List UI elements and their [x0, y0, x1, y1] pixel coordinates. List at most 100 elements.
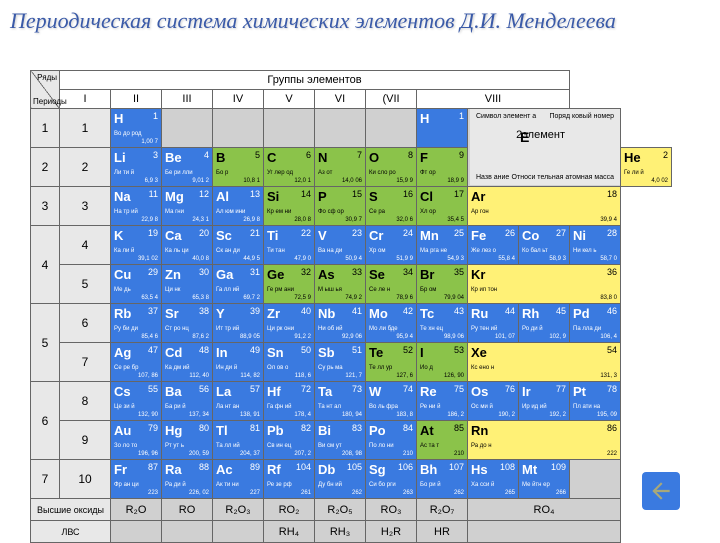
oxide: RO₃: [366, 499, 417, 521]
element-cell: Cs55Це зи й132, 90: [111, 382, 162, 421]
element-cell: Ga31Га лл ий69,7 2: [213, 265, 264, 304]
element-cell: Ni28Ни кел ь58,7 0: [570, 226, 621, 265]
element-cell: Pb82Св ин ец207, 2: [264, 421, 315, 460]
element-cell: As33М ыш ья74,9 2: [315, 265, 366, 304]
element-cell: Zr40Ци рк они91,2 2: [264, 304, 315, 343]
element-cell: Co27Ко бал ьт58,9 3: [519, 226, 570, 265]
element-cell: Rf104Ре зе рф261: [264, 460, 315, 499]
group-header: V: [264, 90, 315, 109]
period-num: 3: [31, 187, 60, 226]
element-cell: Sg106Си бо рги263: [366, 460, 417, 499]
period-num: 1: [31, 109, 60, 148]
element-cell: B5Бо р10,8 1: [213, 148, 264, 187]
group-header: II: [111, 90, 162, 109]
legend-cell: Символ элемент аПоряд ковый номерНазв ан…: [468, 109, 621, 187]
oxide: R₂O₅: [315, 499, 366, 521]
element-cell: Fr87Фр ан ци223: [111, 460, 162, 499]
lvs: RH₃: [315, 521, 366, 543]
element-cell: Bh107Бо ри й262: [417, 460, 468, 499]
element-cell: Al13Ал юм ини26,9 8: [213, 187, 264, 226]
element-cell: Au79Зо ло то196, 96: [111, 421, 162, 460]
element-cell: Pt78Пл ати на195, 09: [570, 382, 621, 421]
row-num: 1: [60, 109, 111, 148]
row-num: 6: [60, 304, 111, 343]
return-button[interactable]: [642, 472, 680, 510]
element-cell: Ba56Ба ри й137, 34: [162, 382, 213, 421]
element-cell: Sn50Ол ов о118, 6: [264, 343, 315, 382]
periodic-table: ПериодыРяды Группы элементов IIIIIIIVVVI…: [30, 70, 672, 543]
element-cell: Fe26Же лез о55,8 4: [468, 226, 519, 265]
page-title: Периодическая система химических элемент…: [0, 0, 720, 34]
element-cell: Bi83Ви см ут208, 98: [315, 421, 366, 460]
element-cell: Zn30Ци нк65,3 8: [162, 265, 213, 304]
element-cell: Re75Ре ни й186, 2: [417, 382, 468, 421]
row-num: 8: [60, 382, 111, 421]
element-cell: He2Ге ли й4,0 02: [621, 148, 672, 187]
element-cell: C6Уг лер од12,0 1: [264, 148, 315, 187]
lvs: HR: [417, 521, 468, 543]
element-cell: Tl81Та лл ий204, 37: [213, 421, 264, 460]
row-num: 9: [60, 421, 111, 460]
element-cell: [570, 460, 621, 499]
element-cell: Cu29Ме дь63,5 4: [111, 265, 162, 304]
element-cell: Rn86Ра до н222: [468, 421, 621, 460]
element-cell: Ta73Та нт ал180, 94: [315, 382, 366, 421]
group-header: IV: [213, 90, 264, 109]
element-cell: Ac89Ак ти ни227: [213, 460, 264, 499]
period-num: 7: [31, 460, 60, 499]
element-cell: Hs108Ха сси й265: [468, 460, 519, 499]
element-cell: Sb51Су рь ма121, 7: [315, 343, 366, 382]
oxide: R₂O₇: [417, 499, 468, 521]
element-cell: Xe54Кс ено н131, 3: [468, 343, 621, 382]
period-num: 5: [31, 304, 60, 382]
row-num: 2: [60, 148, 111, 187]
element-cell: Kr36Кр ип тон83,8 0: [468, 265, 621, 304]
element-cell: La57Ла нт ан138, 91: [213, 382, 264, 421]
element-cell: Pd46Па лла ди106, 4: [570, 304, 621, 343]
element-cell: I53Ио д126, 90: [417, 343, 468, 382]
element-cell: Na11На тр ий22,9 8: [111, 187, 162, 226]
element-cell: Hf72Га фн ий178, 4: [264, 382, 315, 421]
element-cell: F9Фт ор18,9 9: [417, 148, 468, 187]
element-cell: N7Аз от14,0 06: [315, 148, 366, 187]
element-cell: Mo42Мо ли бде95,9 4: [366, 304, 417, 343]
group-header: III: [162, 90, 213, 109]
oxide: RO₂: [264, 499, 315, 521]
row-num: 3: [60, 187, 111, 226]
element-cell: Db105Ду бн ий262: [315, 460, 366, 499]
element-cell: Ra88Ра ди й226, 02: [162, 460, 213, 499]
element-cell: Ar18Ар гон39,9 4: [468, 187, 621, 226]
element-cell: Sc21Ск ан ди44,9 5: [213, 226, 264, 265]
element-cell: P15Фо сф ор30,9 7: [315, 187, 366, 226]
oxide: R₂O₃: [213, 499, 264, 521]
row-num: 7: [60, 343, 111, 382]
group-header: VIII: [417, 90, 570, 109]
period-num: 4: [31, 226, 60, 304]
element-cell: Hg80Рт ут ь200, 59: [162, 421, 213, 460]
period-num: 2: [31, 148, 60, 187]
element-cell: S16Се ра32,0 6: [366, 187, 417, 226]
lvs: RH₄: [264, 521, 315, 543]
lvs-label: ЛВС: [31, 521, 111, 543]
element-cell: Li3Ли ти й6,9 3: [111, 148, 162, 187]
lvs: H₂R: [366, 521, 417, 543]
element-cell: Sr38Ст ро нц87,6 2: [162, 304, 213, 343]
element-cell: Ge32Ге рм ани72,5 9: [264, 265, 315, 304]
element-cell: Cd48Ка дм ий112, 40: [162, 343, 213, 382]
element-cell: In49Ин ди й114, 82: [213, 343, 264, 382]
element-cell: V23Ва на ди50,9 4: [315, 226, 366, 265]
element-cell: Os76Ос ми й190, 2: [468, 382, 519, 421]
element-cell: Cl17Хл ор35,4 5: [417, 187, 468, 226]
element-cell: Ti22Ти тан47,9 0: [264, 226, 315, 265]
element-cell: Mg12Ма гни24,3 1: [162, 187, 213, 226]
element-cell: Y39Ит тр ий88,9 05: [213, 304, 264, 343]
oxides-label: Высшие оксиды: [31, 499, 111, 521]
element-cell: Cr24Хр ом51,9 9: [366, 226, 417, 265]
oxide: R₂O: [111, 499, 162, 521]
element-cell: W74Во ль фра183, 8: [366, 382, 417, 421]
element-cell: O8Ки сло ро15,9 9: [366, 148, 417, 187]
element-cell: Ru44Ру тен ий101, 07: [468, 304, 519, 343]
element-cell: Be4Бе ри лли9,01 2: [162, 148, 213, 187]
groups-header: Группы элементов: [60, 71, 570, 90]
period-header: ПериодыРяды: [31, 71, 60, 109]
